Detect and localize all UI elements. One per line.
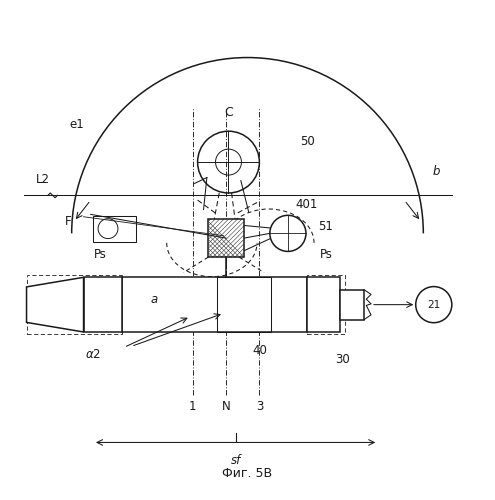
Bar [84, 278, 122, 332]
Text: 21: 21 [427, 300, 441, 310]
Text: 40: 40 [252, 344, 267, 357]
Text: F: F [65, 215, 72, 228]
Bar [93, 216, 136, 242]
Text: N: N [222, 400, 231, 412]
Text: Ps: Ps [94, 248, 106, 260]
Text: 30: 30 [336, 354, 350, 366]
Text: $\alpha$2: $\alpha$2 [85, 348, 101, 361]
Text: Фиг. 5B: Фиг. 5B [222, 467, 273, 480]
Text: 1: 1 [189, 400, 197, 412]
Text: sf: sf [231, 454, 241, 468]
Bar [122, 278, 307, 332]
Bar [27, 275, 122, 334]
Bar [217, 278, 271, 332]
Bar [307, 275, 345, 334]
Text: 401: 401 [295, 198, 317, 211]
Text: 50: 50 [300, 136, 314, 148]
Text: e1: e1 [69, 118, 84, 131]
Bar [208, 219, 244, 257]
Text: 3: 3 [256, 400, 263, 412]
Text: C: C [224, 106, 233, 120]
Text: L2: L2 [36, 173, 50, 186]
Text: a: a [150, 294, 157, 306]
Bar [340, 290, 364, 320]
Bar [307, 278, 340, 332]
Polygon shape [27, 278, 84, 332]
Circle shape [416, 286, 452, 322]
Text: 51: 51 [318, 220, 333, 232]
Text: Ps: Ps [319, 248, 332, 260]
Text: b: b [433, 166, 441, 178]
